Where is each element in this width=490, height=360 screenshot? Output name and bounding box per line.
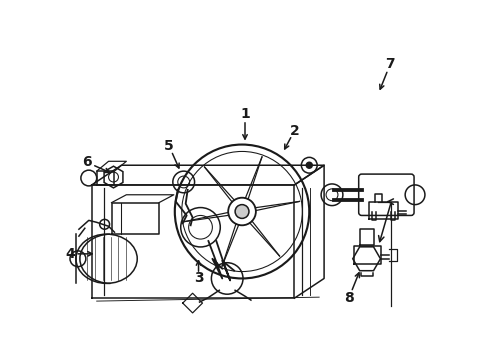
Text: 4: 4 (65, 247, 75, 261)
Text: 5: 5 (164, 139, 174, 153)
Text: 8: 8 (344, 291, 354, 305)
Text: 6: 6 (82, 155, 92, 169)
Circle shape (235, 204, 249, 219)
Text: 2: 2 (290, 124, 299, 138)
Text: 7: 7 (386, 57, 395, 71)
Circle shape (306, 162, 312, 168)
FancyBboxPatch shape (359, 174, 414, 215)
Text: 1: 1 (240, 107, 250, 121)
Text: 3: 3 (194, 271, 203, 285)
